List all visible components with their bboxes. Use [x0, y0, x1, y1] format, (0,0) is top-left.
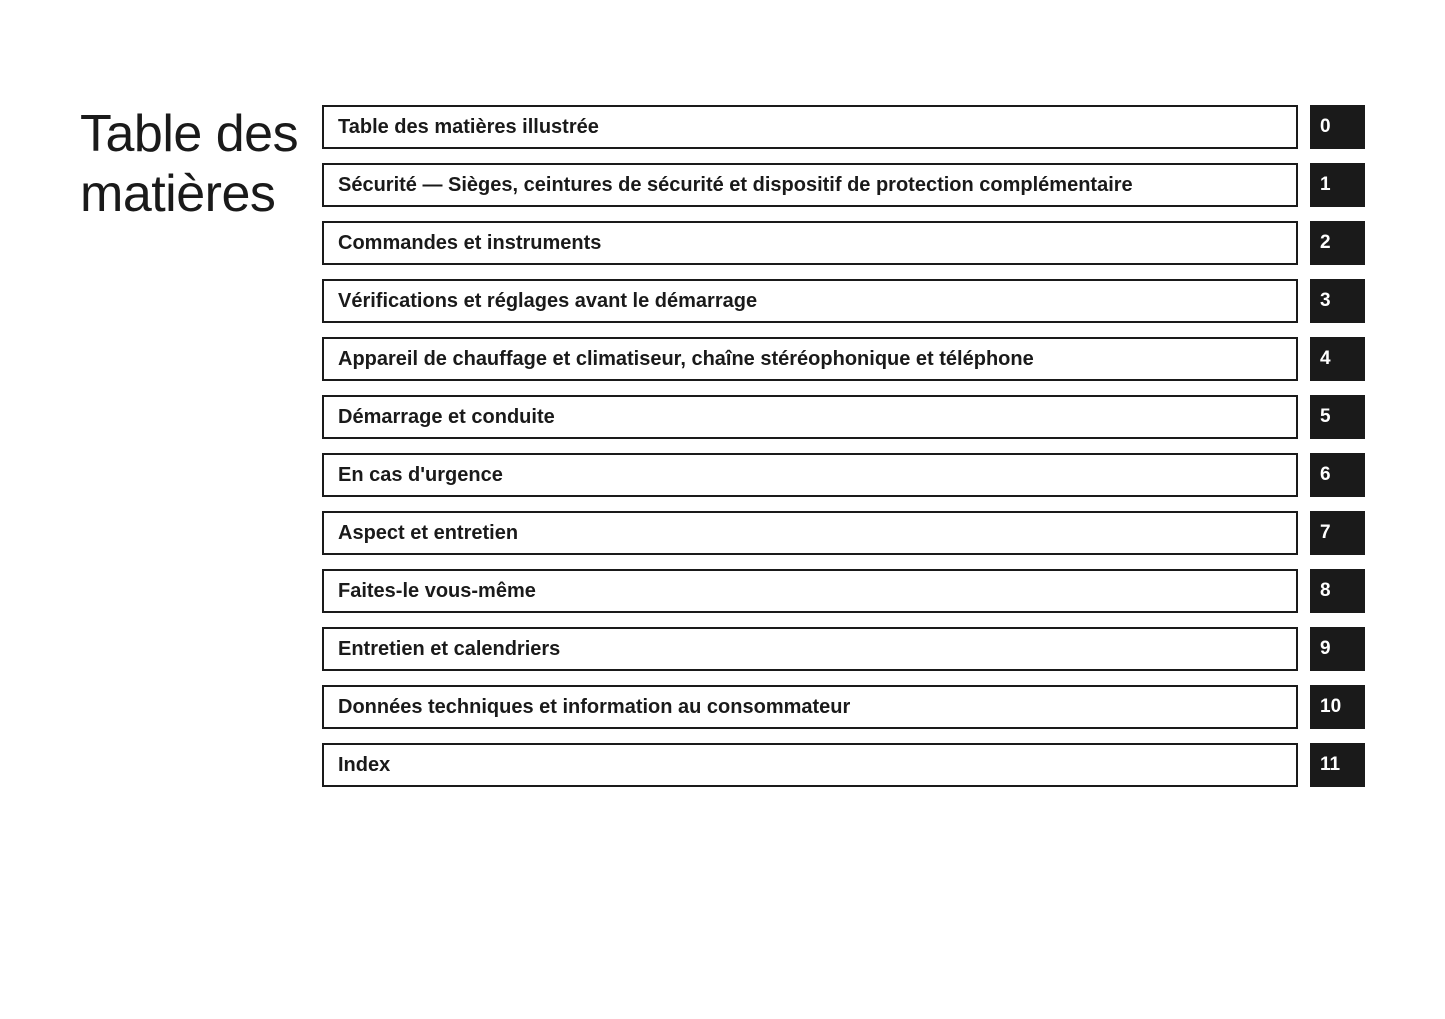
toc-entry-label: Entretien et calendriers: [338, 637, 560, 661]
toc-section-tab: 0: [1310, 105, 1365, 149]
toc-row: Vérifications et réglages avant le démar…: [322, 279, 1365, 323]
toc-entry-box: Aspect et entretien: [322, 511, 1298, 555]
toc-entry-label: Table des matières illustrée: [338, 115, 599, 139]
toc-entry-box: Commandes et instruments: [322, 221, 1298, 265]
toc-entry-box: Table des matières illustrée: [322, 105, 1298, 149]
toc-section-tab: 3: [1310, 279, 1365, 323]
toc-row: Commandes et instruments 2: [322, 221, 1365, 265]
toc-entry-box: Données techniques et information au con…: [322, 685, 1298, 729]
page-title: Table des matières: [80, 105, 310, 225]
toc-entry-label: Données techniques et information au con…: [338, 695, 850, 719]
toc-entry-label: Commandes et instruments: [338, 231, 601, 255]
toc-entry-box: Index: [322, 743, 1298, 787]
toc-section-tab: 7: [1310, 511, 1365, 555]
toc-entry-label: Vérifications et réglages avant le démar…: [338, 289, 757, 313]
toc-entry-box: Appareil de chauffage et climatiseur, ch…: [322, 337, 1298, 381]
toc-row: Démarrage et conduite 5: [322, 395, 1365, 439]
toc-section-tab: 4: [1310, 337, 1365, 381]
toc-section-tab: 9: [1310, 627, 1365, 671]
toc-entry-box: Entretien et calendriers: [322, 627, 1298, 671]
toc-row: Données techniques et information au con…: [322, 685, 1365, 729]
toc-entry-box: Vérifications et réglages avant le démar…: [322, 279, 1298, 323]
toc-entry-box: Faites-le vous-même: [322, 569, 1298, 613]
toc-entry-label: Sécurité — Sièges, ceintures de sécurité…: [338, 173, 1133, 197]
toc-row: Entretien et calendriers 9: [322, 627, 1365, 671]
toc-row: Faites-le vous-même 8: [322, 569, 1365, 613]
toc-section-tab: 5: [1310, 395, 1365, 439]
toc-container: Table des matières Table des matières il…: [80, 105, 1365, 787]
toc-section-tab: 2: [1310, 221, 1365, 265]
toc-entry-box: Démarrage et conduite: [322, 395, 1298, 439]
toc-section-tab: 10: [1310, 685, 1365, 729]
toc-section-tab: 8: [1310, 569, 1365, 613]
toc-row: Aspect et entretien 7: [322, 511, 1365, 555]
toc-section-tab: 6: [1310, 453, 1365, 497]
toc-section-tab: 1: [1310, 163, 1365, 207]
toc-entry-label: Faites-le vous-même: [338, 579, 536, 603]
toc-entries-column: Table des matières illustrée 0 Sécurité — …: [322, 105, 1365, 787]
title-block: Table des matières: [80, 105, 310, 225]
toc-entry-label: Index: [338, 753, 390, 777]
toc-entry-label: Appareil de chauffage et climatiseur, ch…: [338, 347, 1034, 371]
toc-section-tab: 11: [1310, 743, 1365, 787]
toc-entry-label: En cas d'urgence: [338, 463, 503, 487]
toc-entry-box: En cas d'urgence: [322, 453, 1298, 497]
toc-entry-box: Sécurité — Sièges, ceintures de sécurité…: [322, 163, 1298, 207]
toc-row: Appareil de chauffage et climatiseur, ch…: [322, 337, 1365, 381]
toc-row: Sécurité — Sièges, ceintures de sécurité…: [322, 163, 1365, 207]
toc-entry-label: Aspect et entretien: [338, 521, 518, 545]
toc-row: Index 11: [322, 743, 1365, 787]
toc-entry-label: Démarrage et conduite: [338, 405, 555, 429]
toc-row: En cas d'urgence 6: [322, 453, 1365, 497]
toc-row: Table des matières illustrée 0: [322, 105, 1365, 149]
